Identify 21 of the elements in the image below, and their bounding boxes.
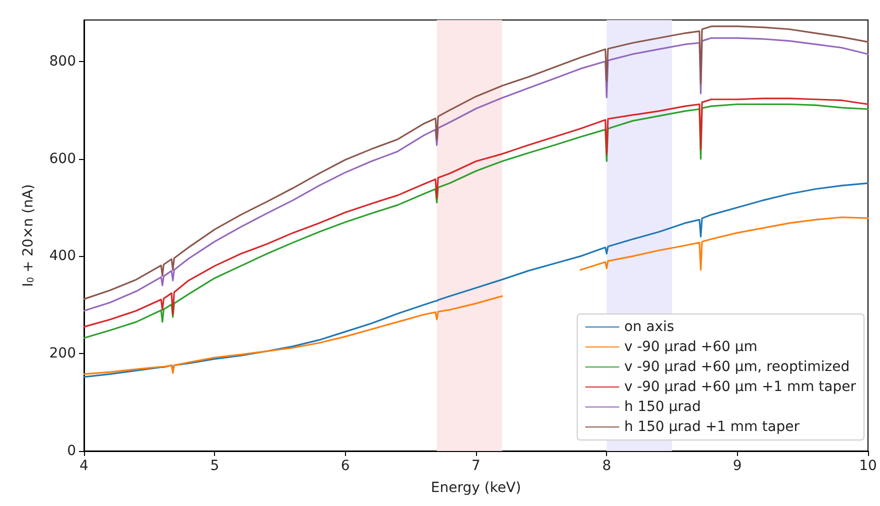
legend-label: h 150 µrad +1 mm taper bbox=[624, 419, 800, 435]
x-tick-label: 6 bbox=[340, 458, 350, 474]
legend-label: v -90 µrad +60 µm +1 mm taper bbox=[624, 379, 856, 395]
x-tick-label: 8 bbox=[602, 458, 612, 474]
y-tick-label: 400 bbox=[49, 248, 76, 264]
legend-label: h 150 µrad bbox=[624, 399, 701, 415]
x-axis-title: Energy (keV) bbox=[430, 480, 522, 496]
x-tick-label: 5 bbox=[210, 458, 220, 474]
x-tick-label: 7 bbox=[472, 458, 480, 474]
y-tick-label: 600 bbox=[49, 150, 76, 167]
x-tick-label: 4 bbox=[80, 458, 89, 474]
y-tick-label: 0 bbox=[67, 443, 76, 459]
x-tick-label: 9 bbox=[732, 458, 742, 474]
legend-label: v -90 µrad +60 µm bbox=[624, 339, 758, 355]
legend-label: v -90 µrad +60 µm, reoptimized bbox=[624, 359, 850, 375]
line-series bbox=[83, 182, 869, 378]
y-tick-label: 800 bbox=[49, 53, 76, 70]
legend-label: on axis bbox=[624, 319, 674, 335]
y-tick-label: 200 bbox=[49, 346, 76, 362]
y-axis-title: I0 + 20×n (nA) bbox=[20, 184, 36, 287]
x-tick-label: 10 bbox=[859, 458, 877, 474]
